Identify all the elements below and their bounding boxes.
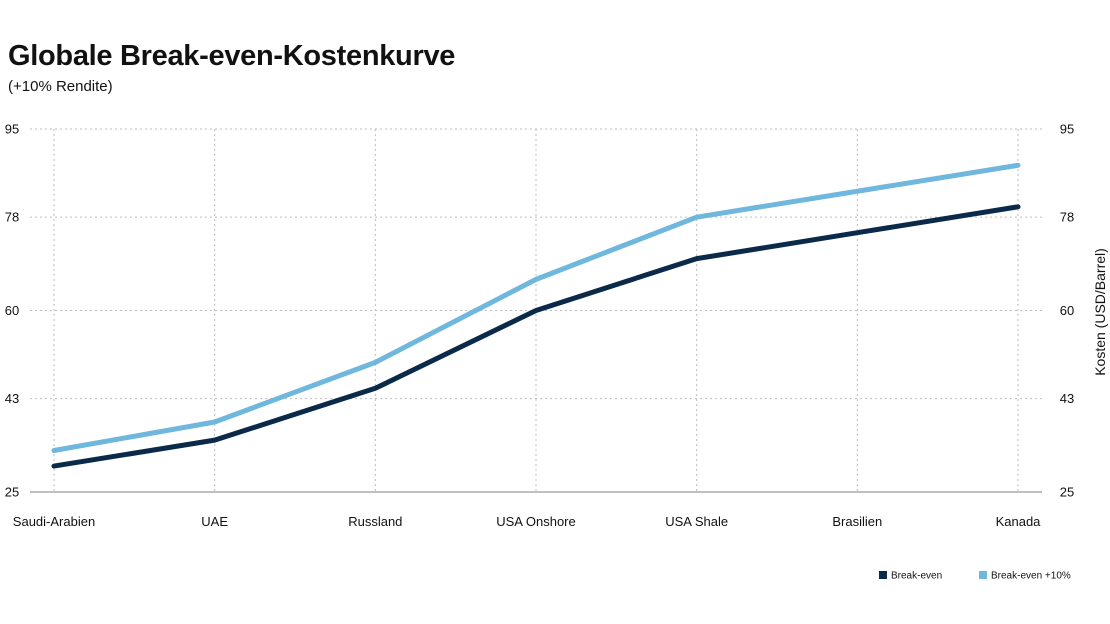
x-tick-label: USA Shale — [665, 514, 728, 529]
legend-swatch — [979, 571, 987, 579]
y-tick-label-left: 95 — [5, 122, 19, 137]
x-tick-label: USA Onshore — [496, 514, 576, 529]
legend-label: Break-even — [891, 571, 942, 582]
x-tick-label: Brasilien — [832, 514, 882, 529]
y-tick-label-right: 60 — [1060, 303, 1074, 318]
series-line-break-even-10- — [51, 162, 1021, 454]
y-tick-label-left: 60 — [5, 303, 19, 318]
legend-label: Break-even +10% — [991, 571, 1071, 582]
y-tick-label-right: 25 — [1060, 485, 1074, 500]
y-tick-label-right: 43 — [1060, 391, 1074, 406]
legend-swatch — [879, 571, 887, 579]
x-tick-label: Kanada — [996, 514, 1042, 529]
chart-title: Globale Break-even-Kostenkurve — [8, 40, 456, 72]
y-axis-left: 25 43 60 78 95 — [5, 122, 19, 500]
series-line-break-even — [51, 204, 1021, 469]
series-lines — [51, 162, 1021, 469]
x-axis: Saudi-Arabien UAE Russland USA Onshore USA S… — [13, 514, 1041, 529]
y-tick-label-left: 78 — [5, 210, 19, 225]
y2-axis-title: Kosten (USD/Barrel) — [1092, 248, 1108, 376]
y-tick-label-left: 43 — [5, 391, 19, 406]
y-tick-label-right: 78 — [1060, 210, 1074, 225]
chart-subtitle: (+10% Rendite) — [8, 78, 113, 95]
legend: Break-even Break-even +10% — [879, 571, 1071, 582]
x-tick-label: Saudi-Arabien — [13, 514, 95, 529]
y-axis-right: 25 43 60 78 95 — [1060, 122, 1074, 500]
x-tick-label: Russland — [348, 514, 402, 529]
x-tick-label: UAE — [201, 514, 228, 529]
y-tick-label-left: 25 — [5, 485, 19, 500]
y-tick-label-right: 95 — [1060, 122, 1074, 137]
